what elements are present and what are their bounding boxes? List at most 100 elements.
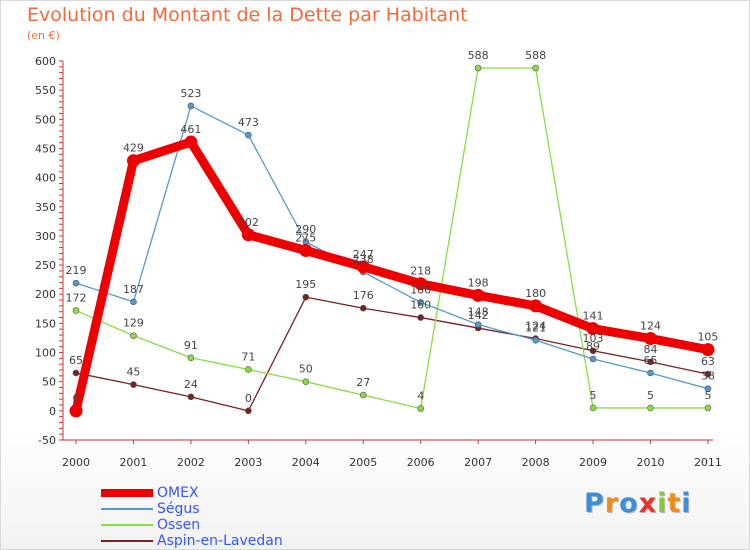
data-label: 38 — [701, 370, 715, 383]
data-label: 172 — [66, 292, 87, 305]
data-label: 129 — [123, 317, 144, 330]
data-label: 218 — [410, 265, 431, 278]
data-point — [647, 369, 654, 377]
data-label: 0 — [245, 392, 252, 405]
data-point — [130, 381, 137, 388]
x-tick-label: 2011 — [694, 456, 722, 469]
logo-letter: i — [657, 488, 668, 519]
data-point — [474, 321, 482, 328]
data-point — [302, 293, 310, 301]
data-label: 180 — [525, 287, 546, 300]
data-label: 84 — [644, 343, 658, 356]
data-point — [126, 154, 140, 168]
x-tick-label: 2001 — [119, 456, 147, 469]
data-point — [532, 64, 539, 72]
x-tick-label: 2002 — [177, 456, 205, 469]
x-tick-label: 2008 — [522, 456, 550, 469]
data-point — [471, 288, 485, 302]
logo-letter: x — [638, 488, 658, 519]
data-label: 89 — [586, 340, 600, 353]
data-point — [72, 307, 80, 314]
data-label: 187 — [123, 283, 144, 296]
data-label: 71 — [241, 350, 255, 363]
data-point — [586, 322, 600, 336]
data-point — [356, 260, 370, 274]
data-point — [69, 404, 83, 418]
plot-area: -500501001502002503003504004505005506002… — [35, 49, 722, 469]
y-tick-label: 0 — [49, 405, 56, 418]
data-point — [704, 385, 712, 392]
x-tick-label: 2000 — [62, 456, 90, 469]
data-point — [532, 336, 539, 344]
y-tick-label: 450 — [35, 142, 56, 155]
data-label: 588 — [468, 49, 489, 62]
data-label: 148 — [468, 306, 489, 319]
logo-letter: r — [604, 488, 620, 519]
data-label: 124 — [525, 320, 546, 333]
data-point — [245, 131, 252, 139]
series-line-3 — [75, 296, 709, 412]
data-point — [704, 404, 712, 412]
data-point — [589, 355, 597, 363]
data-point — [704, 370, 712, 378]
y-tick-label: 550 — [35, 84, 56, 97]
data-label: 176 — [353, 289, 374, 302]
data-point — [187, 393, 195, 401]
data-label: 121 — [525, 321, 546, 334]
x-tick-label: 2005 — [349, 456, 377, 469]
data-label: 275 — [295, 232, 316, 245]
legend-swatch — [101, 508, 153, 510]
data-label: 588 — [525, 49, 546, 62]
y-tick-label: 250 — [35, 259, 56, 272]
x-tick-label: 2004 — [292, 456, 320, 469]
data-label: 65 — [69, 354, 83, 367]
y-tick-label: 600 — [35, 55, 56, 68]
series-line-1 — [75, 105, 709, 390]
data-point — [417, 299, 425, 306]
data-label: 186 — [410, 283, 431, 296]
x-tick-label: 2003 — [234, 456, 262, 469]
data-point — [302, 378, 310, 385]
data-point — [299, 244, 313, 257]
data-point — [417, 405, 425, 412]
data-label: 473 — [238, 116, 259, 129]
y-tick-label: -50 — [38, 434, 56, 447]
data-label: 124 — [640, 320, 661, 333]
legend-label: OMEX — [157, 485, 199, 501]
data-point — [589, 404, 597, 412]
data-label: 45 — [126, 366, 140, 379]
data-point — [245, 407, 252, 415]
x-tick-label: 2007 — [464, 456, 492, 469]
legend-label: Ossen — [157, 517, 201, 533]
data-point — [529, 299, 543, 313]
data-point — [647, 358, 654, 366]
data-point — [72, 369, 80, 377]
data-label: 429 — [123, 142, 144, 155]
data-label: 5 — [647, 389, 654, 402]
data-point — [414, 277, 428, 291]
y-tick-label: 300 — [35, 230, 56, 243]
data-point — [589, 347, 597, 355]
chart-unit: (en €) — [27, 29, 60, 42]
legend-swatch — [101, 489, 153, 497]
data-label: 247 — [353, 248, 374, 261]
data-label: 141 — [583, 310, 604, 323]
data-label: 198 — [468, 276, 489, 289]
series-line-0 — [71, 137, 713, 416]
y-tick-label: 150 — [35, 317, 56, 330]
data-label: 160 — [410, 299, 431, 312]
data-label: 219 — [66, 264, 87, 277]
data-point — [72, 279, 80, 287]
data-label: 63 — [701, 355, 715, 368]
data-label: 461 — [180, 123, 201, 136]
data-label: 290 — [295, 223, 316, 236]
data-label: 27 — [356, 376, 370, 389]
data-point — [245, 366, 252, 373]
logo-letter: o — [619, 488, 639, 519]
chart-title: Evolution du Montant de la Dette par Hab… — [27, 4, 468, 26]
series-line-2 — [75, 67, 709, 410]
logo-letter: i — [681, 488, 692, 519]
data-point — [359, 391, 367, 399]
data-label: 195 — [295, 278, 316, 291]
data-label: 24 — [184, 378, 198, 391]
